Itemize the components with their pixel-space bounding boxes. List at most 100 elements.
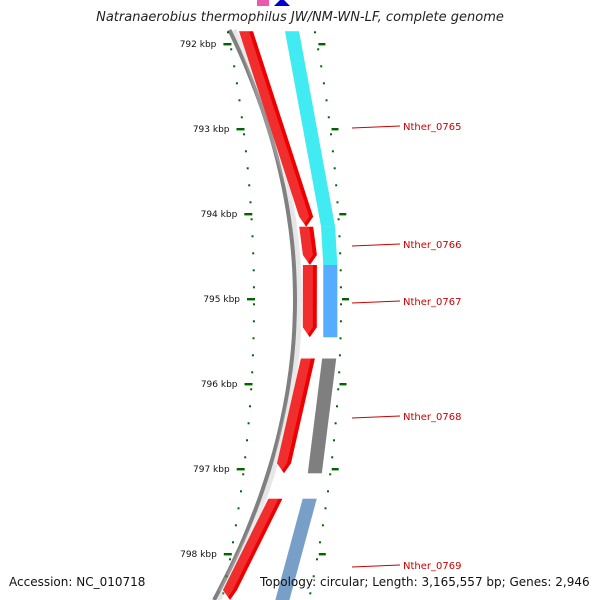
minor-tick — [235, 82, 238, 85]
right-minor-tick — [334, 422, 337, 425]
scale-tick-label: 792 kbp — [180, 40, 217, 50]
scale-tick-label: 797 kbp — [193, 465, 230, 475]
right-minor-tick — [320, 65, 323, 68]
minor-tick — [232, 541, 234, 544]
minor-tick — [238, 99, 241, 102]
major-tick — [244, 213, 253, 216]
minor-tick — [249, 405, 251, 408]
minor-tick — [252, 252, 255, 255]
right-minor-tick — [312, 575, 315, 578]
top-feature-arrow-right — [274, 0, 290, 6]
gene-label-leader — [351, 415, 401, 419]
right-minor-tick — [335, 184, 338, 187]
minor-tick — [242, 473, 245, 476]
minor-tick — [246, 439, 248, 442]
right-minor-tick — [339, 286, 342, 289]
right-minor-tick — [309, 592, 312, 595]
right-minor-tick — [339, 320, 342, 323]
minor-tick — [251, 371, 254, 374]
minor-tick — [230, 48, 233, 51]
minor-tick — [222, 592, 225, 595]
right-minor-tick — [329, 473, 332, 476]
minor-tick — [229, 558, 231, 561]
minor-tick — [250, 218, 253, 221]
right-minor-tick — [338, 371, 341, 374]
gene-label-leader — [351, 300, 401, 304]
minor-tick — [227, 31, 229, 34]
scale-tick-label: 794 kbp — [201, 210, 238, 220]
minor-tick — [251, 235, 254, 238]
right-minor-tick — [324, 507, 327, 510]
right-minor-tick — [331, 456, 334, 459]
cog-bar-shine — [275, 498, 317, 600]
cog-color-bar — [321, 226, 338, 265]
cog-bar-shine — [321, 226, 338, 265]
cds-arrow — [299, 226, 317, 265]
major-tick — [236, 128, 245, 131]
minor-tick — [243, 133, 245, 136]
minor-tick — [252, 286, 255, 289]
cds-arrow-highlight — [295, 226, 313, 265]
right-minor-tick — [338, 235, 341, 238]
accession-text: Accession: NC_010718 — [9, 575, 146, 589]
scale-tick-label: 795 kbp — [203, 295, 240, 305]
cog-bar-shine — [285, 31, 336, 227]
right-minor-tick — [333, 167, 336, 170]
gene-label-leader — [351, 564, 401, 568]
minor-tick — [240, 116, 243, 119]
scale-tick-label: 793 kbp — [193, 125, 230, 135]
minor-tick — [250, 388, 253, 391]
gene-label-leader — [351, 243, 401, 247]
right-minor-tick — [336, 405, 338, 408]
right-major-tick — [342, 298, 349, 301]
right-major-tick — [318, 553, 326, 556]
right-minor-tick — [337, 218, 340, 221]
right-minor-tick — [331, 150, 334, 153]
cog-color-bar — [307, 358, 337, 474]
minor-tick — [234, 524, 237, 527]
right-minor-tick — [339, 337, 342, 340]
cds-arrow — [302, 265, 317, 338]
right-minor-tick — [336, 201, 339, 204]
minor-tick — [225, 575, 228, 578]
cds-arrow — [277, 358, 315, 474]
cog-bar-shine — [323, 265, 338, 338]
gene-label: Nther_0769 — [403, 561, 461, 572]
cog-color-bar — [275, 498, 317, 600]
right-minor-tick — [337, 388, 340, 391]
right-minor-tick — [319, 541, 321, 544]
cds-arrow — [223, 498, 283, 600]
right-minor-tick — [314, 31, 316, 34]
major-tick — [223, 553, 232, 556]
minor-tick — [251, 354, 254, 357]
minor-tick — [252, 337, 255, 340]
scale-tick-label: 796 kbp — [201, 380, 238, 390]
minor-tick — [237, 507, 240, 510]
minor-tick — [240, 490, 242, 493]
minor-tick — [247, 422, 250, 425]
cds-arrow-highlight — [235, 31, 310, 227]
scale-tick-label: 798 kbp — [180, 550, 217, 560]
minor-tick — [249, 201, 252, 204]
minor-tick — [248, 184, 251, 187]
top-feature-marker-left — [257, 0, 269, 6]
cds-arrow-highlight — [298, 265, 313, 338]
cog-color-bar — [285, 31, 336, 227]
right-minor-tick — [327, 116, 330, 119]
right-minor-tick — [322, 82, 325, 85]
minor-tick — [244, 456, 247, 459]
right-major-tick — [331, 468, 339, 471]
major-tick — [244, 383, 253, 386]
cds-arrow — [239, 31, 314, 227]
minor-tick — [252, 320, 255, 323]
cog-bar-shine — [307, 358, 337, 474]
minor-tick — [253, 303, 255, 306]
cog-color-bar — [323, 265, 338, 338]
cds-arrow-highlight — [219, 498, 279, 600]
gene-label: Nther_0765 — [403, 122, 461, 133]
right-minor-tick — [317, 48, 320, 51]
right-minor-tick — [339, 269, 342, 272]
right-major-tick — [318, 43, 326, 46]
